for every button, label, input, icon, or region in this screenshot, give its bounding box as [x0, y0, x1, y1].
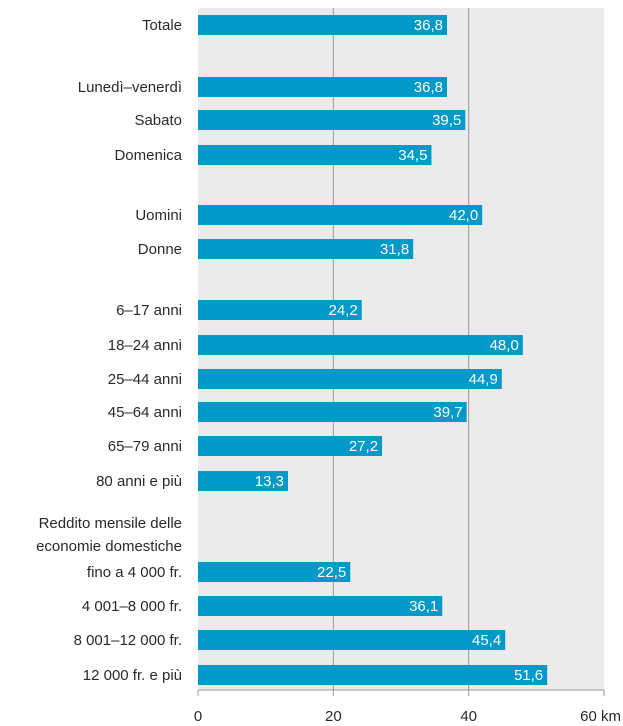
category-label: Lunedì–venerdì [78, 79, 182, 96]
category-labels: Totale Lunedì–venerdì Sabato Domenica Uomini… [74, 17, 183, 684]
bar [198, 205, 483, 225]
group-heading: Reddito mensile delle economie domestich… [36, 515, 182, 555]
bar [198, 239, 414, 259]
x-tick-label: 0 [194, 708, 202, 725]
bar [198, 145, 432, 165]
bar-value-label: 39,5 [432, 112, 461, 129]
bar-value-label: 48,0 [490, 337, 519, 354]
bar [198, 630, 506, 650]
bar [198, 402, 467, 422]
bar-value-label: 44,9 [469, 371, 498, 388]
bar-value-label: 13,3 [255, 473, 284, 490]
category-label: Domenica [114, 147, 182, 164]
category-label: 4 001–8 000 fr. [82, 598, 182, 615]
bar-value-label: 24,2 [329, 302, 358, 319]
bar-value-label: 22,5 [317, 564, 346, 581]
category-label: 65–79 anni [108, 438, 182, 455]
bar-value-label: 39,7 [433, 404, 462, 421]
bar [198, 110, 466, 130]
bar [198, 665, 548, 685]
category-label: 8 001–12 000 fr. [74, 632, 182, 649]
x-tick-label: 40 [460, 708, 477, 725]
x-tick-label: 20 [325, 708, 342, 725]
value-labels: 36,8 36,8 39,5 34,5 42,0 31,8 24,2 48,0 44,9 39,7… [255, 17, 543, 684]
category-label: Uomini [135, 207, 182, 224]
group-heading-line-2: economie domestiche [36, 538, 182, 555]
bar-value-label: 36,8 [414, 79, 443, 96]
bar [198, 436, 383, 456]
category-label: Sabato [134, 112, 182, 129]
category-label: 80 anni e più [96, 473, 182, 490]
bar-value-label: 27,2 [349, 438, 378, 455]
group-heading-line-1: Reddito mensile delle [39, 515, 182, 532]
category-label: 18–24 anni [108, 337, 182, 354]
bar-value-label: 34,5 [398, 147, 427, 164]
x-axis-ticks: 0 20 40 60 km [194, 690, 621, 725]
bar-value-label: 36,1 [409, 598, 438, 615]
bar [198, 596, 443, 616]
bar [198, 471, 288, 491]
bar-value-label: 31,8 [380, 241, 409, 258]
category-label: 45–64 anni [108, 404, 182, 421]
bar [198, 300, 362, 320]
category-label: 25–44 anni [108, 371, 182, 388]
bar-value-label: 45,4 [472, 632, 501, 649]
bar [198, 77, 448, 97]
bars [198, 15, 548, 685]
category-label: 12 000 fr. e più [83, 667, 182, 684]
bar-value-label: 42,0 [449, 207, 478, 224]
bar [198, 562, 351, 582]
bar [198, 15, 448, 35]
category-label: fino a 4 000 fr. [87, 564, 182, 581]
bar-value-label: 36,8 [414, 17, 443, 34]
x-tick-label: 60 km [580, 708, 621, 725]
category-label: Totale [142, 17, 182, 34]
bar [198, 335, 523, 355]
category-label: Donne [138, 241, 182, 258]
category-label: 6–17 anni [116, 302, 182, 319]
bar-value-label: 51,6 [514, 667, 543, 684]
bar [198, 369, 502, 389]
